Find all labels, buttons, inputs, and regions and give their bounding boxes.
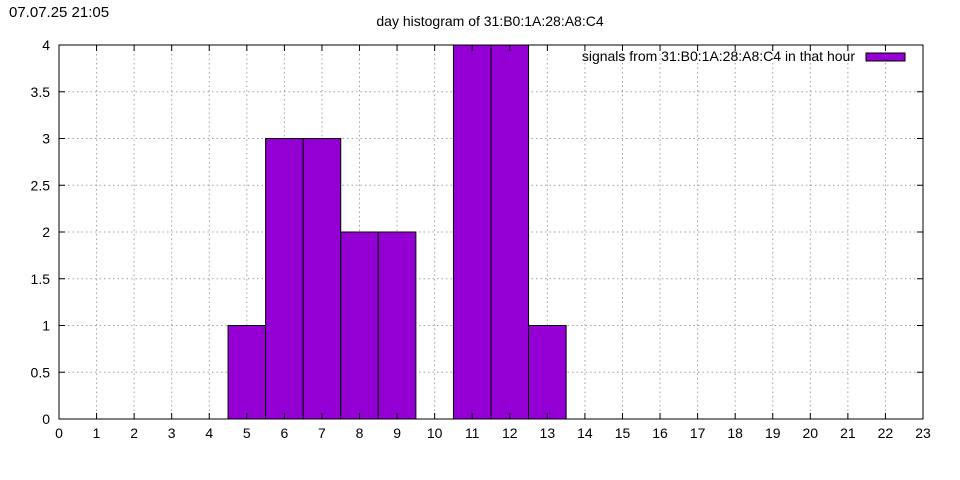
x-tick-label: 21 bbox=[840, 425, 856, 441]
x-tick-label: 22 bbox=[878, 425, 894, 441]
chart-title: day histogram of 31:B0:1A:28:A8:C4 bbox=[376, 13, 603, 29]
x-tick-label: 8 bbox=[356, 425, 364, 441]
x-tick-label: 7 bbox=[318, 425, 326, 441]
x-tick-label: 10 bbox=[427, 425, 443, 441]
bar-hour-6 bbox=[265, 138, 304, 420]
x-tick-label: 3 bbox=[168, 425, 176, 441]
x-tick-label: 11 bbox=[465, 425, 480, 441]
x-tick-label: 15 bbox=[615, 425, 631, 441]
y-tick-label: 2 bbox=[42, 224, 50, 240]
legend: signals from 31:B0:1A:28:A8:C4 in that h… bbox=[582, 48, 906, 64]
x-tick-label: 20 bbox=[803, 425, 819, 441]
y-tick-label: 1 bbox=[42, 318, 50, 334]
x-tick-label: 1 bbox=[93, 425, 101, 441]
y-tick-label: 0 bbox=[42, 411, 50, 427]
bar-hour-7 bbox=[302, 138, 342, 420]
y-tick-label: 1.5 bbox=[31, 271, 51, 287]
x-tick-label: 19 bbox=[765, 425, 781, 441]
y-tick-label: 3.5 bbox=[31, 84, 51, 100]
bar-hour-8 bbox=[340, 231, 379, 420]
bar-hour-12 bbox=[490, 44, 530, 420]
x-tick-label: 16 bbox=[652, 425, 668, 441]
x-tick-label: 5 bbox=[243, 425, 251, 441]
legend-label: signals from 31:B0:1A:28:A8:C4 in that h… bbox=[582, 48, 855, 64]
bar-hour-5 bbox=[227, 325, 267, 420]
x-tick-label: 12 bbox=[502, 425, 518, 441]
bars bbox=[227, 44, 567, 420]
y-tick-label: 0.5 bbox=[31, 364, 51, 380]
timestamp: 07.07.25 21:05 bbox=[9, 4, 110, 21]
bar-hour-9 bbox=[377, 231, 417, 420]
x-tick-label: 0 bbox=[55, 425, 63, 441]
bar-hour-13 bbox=[528, 325, 567, 420]
x-tick-label: 2 bbox=[130, 425, 138, 441]
x-tick-label: 14 bbox=[577, 425, 593, 441]
y-tick-label: 3 bbox=[42, 131, 50, 147]
x-tick-label: 18 bbox=[727, 425, 743, 441]
x-tick-label: 4 bbox=[205, 425, 213, 441]
bar-hour-11 bbox=[452, 44, 492, 420]
x-tick-label: 13 bbox=[540, 425, 556, 441]
y-tick-label: 4 bbox=[42, 37, 50, 53]
y-tick-label: 2.5 bbox=[31, 177, 51, 193]
legend-swatch bbox=[865, 52, 906, 62]
x-tick-label: 17 bbox=[690, 425, 706, 441]
x-tick-label: 6 bbox=[280, 425, 288, 441]
x-tick-label: 9 bbox=[393, 425, 401, 441]
axis-ticks: 0 1 2 3 4 5 6 7 8 9 10 11 12 13 14 15 16 17 18 19 20 21 22 2300… bbox=[31, 37, 931, 441]
x-tick-label: 23 bbox=[915, 425, 931, 441]
